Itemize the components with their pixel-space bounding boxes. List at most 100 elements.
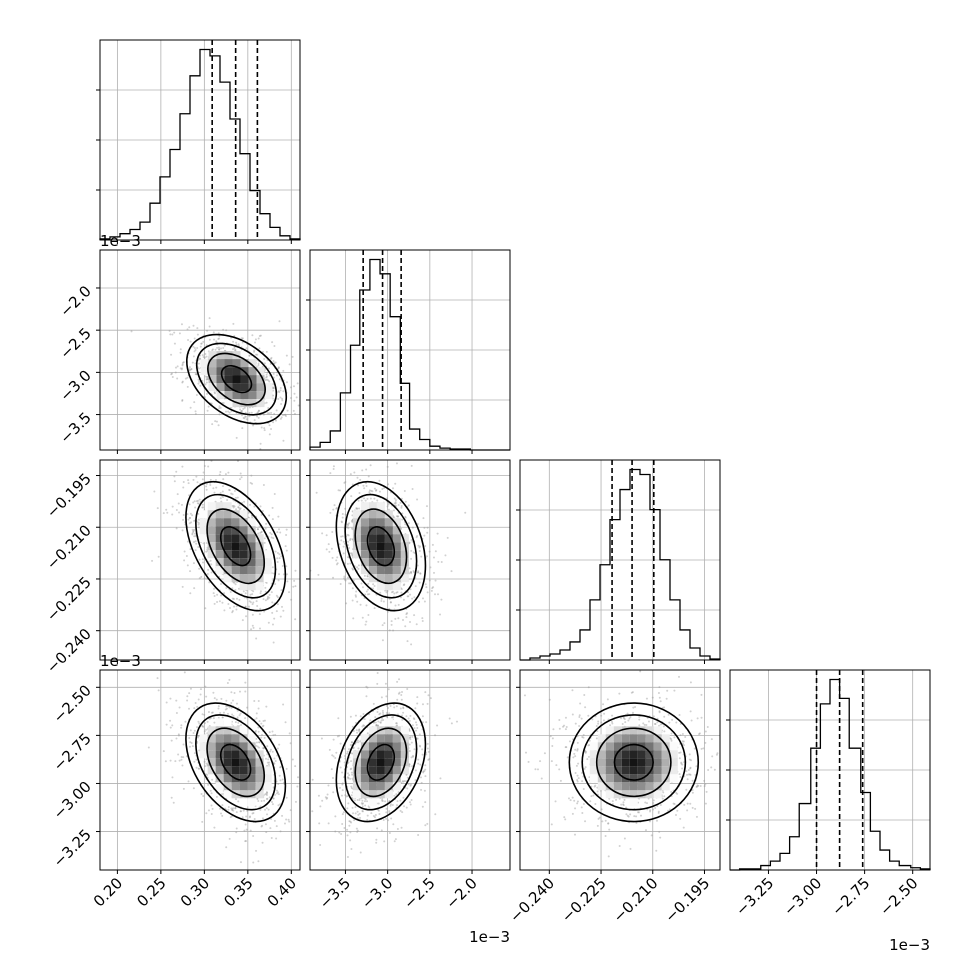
density-cell (352, 782, 361, 791)
density-cell (223, 566, 232, 575)
density-cell (263, 550, 272, 559)
density-cell (199, 734, 208, 743)
density-cell (215, 774, 224, 783)
density-cell (247, 550, 256, 559)
density-cell (255, 790, 264, 799)
density-cell (613, 742, 622, 751)
density-cell (360, 774, 369, 783)
density-cell (216, 367, 225, 376)
density-cell (264, 383, 273, 392)
density-cell (223, 518, 232, 527)
panel-frame (519, 459, 721, 661)
density-cell (368, 566, 377, 575)
panel-frame (99, 249, 301, 451)
scatter-panel-2-1 (306, 459, 511, 664)
density-cell (368, 750, 377, 759)
density-cell (392, 566, 401, 575)
density-cell (256, 383, 265, 392)
density-cell (231, 550, 240, 559)
density-cell (256, 375, 265, 384)
density-cell (376, 526, 385, 535)
density-cell (352, 526, 361, 535)
density-cell (360, 782, 369, 791)
density-cell (637, 726, 646, 735)
density-cell (240, 383, 249, 392)
density-cell (368, 798, 377, 807)
density-cell (589, 774, 598, 783)
density-cell (621, 750, 630, 759)
density-cell (231, 758, 240, 767)
density-cell (224, 399, 233, 408)
density-cell (231, 510, 240, 519)
density-cell (384, 526, 393, 535)
density-cell (207, 526, 216, 535)
density-cell (200, 359, 209, 368)
density-cell (255, 758, 264, 767)
contour-0 (185, 480, 287, 612)
density-cell (645, 734, 654, 743)
density-cell (613, 774, 622, 783)
density-cell (239, 734, 248, 743)
density-cell (392, 542, 401, 551)
x-tick-label: 0.30 (177, 874, 213, 910)
density-cell (232, 375, 241, 384)
density-cell (597, 750, 606, 759)
density-cell (368, 502, 377, 511)
density-cell (653, 726, 662, 735)
density-cell (231, 542, 240, 551)
density-cell (368, 574, 377, 583)
density-cell (263, 782, 272, 791)
density-cell (239, 750, 248, 759)
density-cell (248, 399, 257, 408)
density-cell (376, 542, 385, 551)
density-cell (216, 359, 225, 368)
density-cell (368, 766, 377, 775)
density-cell (613, 734, 622, 743)
density-cell (223, 734, 232, 743)
density-cell (247, 766, 256, 775)
contour-3 (366, 743, 396, 781)
density-cell (392, 550, 401, 559)
density-cell (392, 742, 401, 751)
density-cell (208, 367, 217, 376)
density-cell (360, 526, 369, 535)
density-cell (360, 558, 369, 567)
density-cell (240, 375, 249, 384)
density-cell (605, 742, 614, 751)
density-cell (231, 518, 240, 527)
density-cell (207, 766, 216, 775)
density-cell (384, 734, 393, 743)
density-cell (629, 798, 638, 807)
density-cell (255, 582, 264, 591)
density-cell (392, 774, 401, 783)
scatter-panel-3-2 (516, 669, 721, 874)
density-cell (376, 750, 385, 759)
density-cell (637, 750, 646, 759)
density-cell (384, 574, 393, 583)
density-cells (199, 502, 272, 591)
density-cell (248, 391, 257, 400)
y-tick-label: −2.5 (56, 324, 94, 362)
density-cell (392, 526, 401, 535)
density-cell (247, 558, 256, 567)
x-tick-label: −0.225 (558, 874, 610, 926)
density-cell (231, 566, 240, 575)
x-tick-label: 0.40 (264, 874, 300, 910)
scatter-panel-2-0 (96, 459, 301, 664)
density-cell (661, 734, 670, 743)
density-cell (392, 758, 401, 767)
hist-panel-1 (306, 249, 511, 454)
density-cell (263, 774, 272, 783)
density-cell (199, 750, 208, 759)
density-cell (255, 774, 264, 783)
panel-frame (99, 39, 301, 241)
panel-frame (309, 249, 511, 451)
density-cell (589, 742, 598, 751)
density-cell (231, 766, 240, 775)
density-cell (248, 359, 257, 368)
y-tick-label: −2.75 (50, 729, 95, 774)
contour-1 (195, 493, 277, 599)
density-cell (352, 774, 361, 783)
density-cell (637, 734, 646, 743)
density-cell (239, 574, 248, 583)
